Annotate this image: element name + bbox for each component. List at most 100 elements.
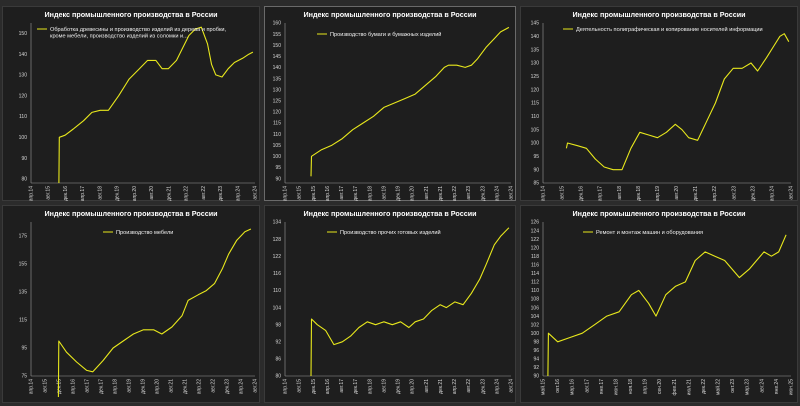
x-tick-label: апр.14 bbox=[283, 186, 289, 201]
x-tick-label: апр.18 bbox=[113, 379, 119, 394]
chart-panel-2: Индекс промышленного производства в Росс… bbox=[264, 6, 516, 201]
y-tick-label: 175 bbox=[19, 234, 28, 240]
x-tick-label: авг.19 bbox=[381, 379, 387, 393]
y-tick-label: 110 bbox=[273, 288, 281, 294]
y-tick-label: 135 bbox=[531, 47, 540, 53]
x-tick-label: апр.16 bbox=[325, 186, 331, 201]
y-tick-label: 155 bbox=[273, 32, 282, 38]
x-tick-label: апр.16 bbox=[325, 379, 331, 394]
y-tick-label: 135 bbox=[19, 290, 28, 296]
x-tick-label: авг.15 bbox=[46, 186, 52, 200]
x-tick-label: авг.17 bbox=[85, 379, 91, 393]
chart-svg: 90 92 94 96 98 100 102 104 106 108 110 112 114 116 118… bbox=[531, 220, 795, 396]
y-tick-label: 90 bbox=[275, 176, 281, 182]
y-tick-label: 116 bbox=[531, 262, 539, 268]
x-tick-label: дек.23 bbox=[480, 186, 486, 201]
y-tick-label: 140 bbox=[531, 34, 540, 40]
y-tick-label: 120 bbox=[531, 245, 540, 251]
x-tick-label: апр.24 bbox=[494, 379, 500, 394]
y-tick-label: 90 bbox=[21, 156, 27, 162]
series-line bbox=[57, 228, 252, 398]
x-tick-label: авг.17 bbox=[339, 186, 345, 200]
x-tick-label: дек.21 bbox=[166, 186, 172, 201]
x-tick-label: апр.14 bbox=[29, 379, 35, 394]
x-tick-label: авг.19 bbox=[127, 379, 133, 393]
chart-svg: 85 90 95 100 105 110 115 120 125 130 135 140 145 апр.… bbox=[531, 21, 795, 202]
x-tick-label: авг.15 bbox=[43, 379, 49, 393]
y-tick-label: 130 bbox=[19, 73, 28, 79]
x-tick-label: апр.24 bbox=[235, 186, 241, 201]
y-tick-label: 150 bbox=[19, 31, 28, 37]
x-tick-label: апр.18 bbox=[367, 379, 373, 394]
x-tick-label: дек.17 bbox=[353, 186, 359, 201]
x-tick-label: авг.24 bbox=[509, 186, 515, 200]
y-tick-label: 140 bbox=[19, 52, 28, 58]
x-tick-label: апр.24 bbox=[494, 186, 500, 201]
y-tick-label: 128 bbox=[273, 237, 282, 243]
y-tick-label: 90 bbox=[533, 374, 539, 380]
x-tick-label: апр.14 bbox=[29, 186, 35, 201]
x-tick-label: дек.23 bbox=[218, 186, 224, 201]
x-tick-label: апр.22 bbox=[452, 186, 458, 201]
y-tick-label: 105 bbox=[531, 127, 540, 133]
series-line bbox=[547, 234, 787, 377]
x-tick-label: май.15 bbox=[540, 379, 547, 395]
legend-label: Обработка древесины и производство издел… bbox=[50, 26, 227, 33]
x-tick-label: окт.16 bbox=[555, 379, 561, 393]
x-tick-label: апр.16 bbox=[71, 379, 77, 394]
y-tick-label: 108 bbox=[531, 297, 540, 303]
x-tick-label: апр.18 bbox=[367, 186, 373, 201]
x-tick-label: апр.14 bbox=[283, 379, 289, 394]
y-tick-label: 120 bbox=[19, 93, 28, 99]
y-tick-label: 80 bbox=[275, 374, 281, 380]
legend-label: Производство мебели bbox=[116, 230, 173, 236]
y-tick-label: 100 bbox=[19, 135, 28, 141]
x-tick-label: авг.15 bbox=[297, 186, 303, 200]
x-tick-label: авг.24 bbox=[253, 379, 259, 393]
y-tick-label: 86 bbox=[275, 357, 281, 363]
x-tick-label: авг.18 bbox=[617, 186, 623, 200]
x-tick-label: дек.15 bbox=[57, 379, 63, 394]
x-tick-label: дек.18 bbox=[636, 186, 642, 201]
x-tick-label: дек.15 bbox=[311, 186, 317, 201]
x-tick-label: дек.19 bbox=[141, 379, 147, 394]
x-tick-label: авг.15 bbox=[297, 379, 303, 393]
x-tick-label: авг.24 bbox=[509, 379, 515, 393]
x-tick-label: дек.17 bbox=[99, 379, 105, 394]
x-tick-label: апр.19 bbox=[643, 379, 649, 394]
chart-title: Индекс промышленного производства в Росс… bbox=[303, 10, 477, 19]
x-tick-label: июн.18 bbox=[613, 379, 619, 395]
x-tick-label: авг.24 bbox=[253, 186, 259, 200]
x-tick-label: авг.23 bbox=[731, 186, 737, 200]
y-tick-label: 115 bbox=[273, 121, 281, 127]
y-tick-label: 92 bbox=[533, 365, 539, 371]
x-tick-label: апр.14 bbox=[541, 186, 547, 201]
x-tick-label: апр.24 bbox=[239, 379, 245, 394]
y-tick-label: 105 bbox=[273, 143, 282, 149]
y-tick-label: 102 bbox=[531, 322, 540, 328]
chart-panel-5: Индекс промышленного производства в Росс… bbox=[264, 205, 516, 403]
y-tick-label: 90 bbox=[533, 167, 539, 173]
x-tick-label: дек.17 bbox=[353, 379, 359, 394]
chart-panel-3: Индекс промышленного производства в Росс… bbox=[520, 6, 798, 201]
y-tick-label: 96 bbox=[533, 348, 539, 354]
chart-title: Индекс промышленного производства в Росс… bbox=[572, 209, 746, 218]
x-tick-label: дек.19 bbox=[115, 186, 121, 201]
x-tick-label: апр.24 bbox=[769, 186, 775, 201]
x-tick-label: июл.21 bbox=[686, 379, 692, 396]
x-tick-label: дек.23 bbox=[480, 379, 486, 394]
x-tick-label: апр.22 bbox=[197, 379, 203, 394]
x-tick-label: авг.20 bbox=[149, 186, 155, 200]
x-tick-label: апр.20 bbox=[410, 186, 416, 201]
chart-svg: 80 90 100 110 120 130 140 150 апр.14 авг.15 дек.16… bbox=[19, 23, 259, 201]
x-tick-label: авг.15 bbox=[560, 186, 566, 200]
series-line bbox=[310, 26, 510, 177]
x-tick-label: апр.20 bbox=[410, 379, 416, 394]
series-line bbox=[310, 227, 510, 377]
y-tick-label: 124 bbox=[531, 228, 540, 234]
y-tick-label: 112 bbox=[531, 280, 539, 286]
x-tick-label: авг.22 bbox=[201, 186, 207, 200]
x-tick-label: мар.23 bbox=[745, 379, 751, 395]
y-tick-label: 104 bbox=[273, 305, 282, 311]
x-tick-label: ноя.18 bbox=[628, 379, 634, 394]
